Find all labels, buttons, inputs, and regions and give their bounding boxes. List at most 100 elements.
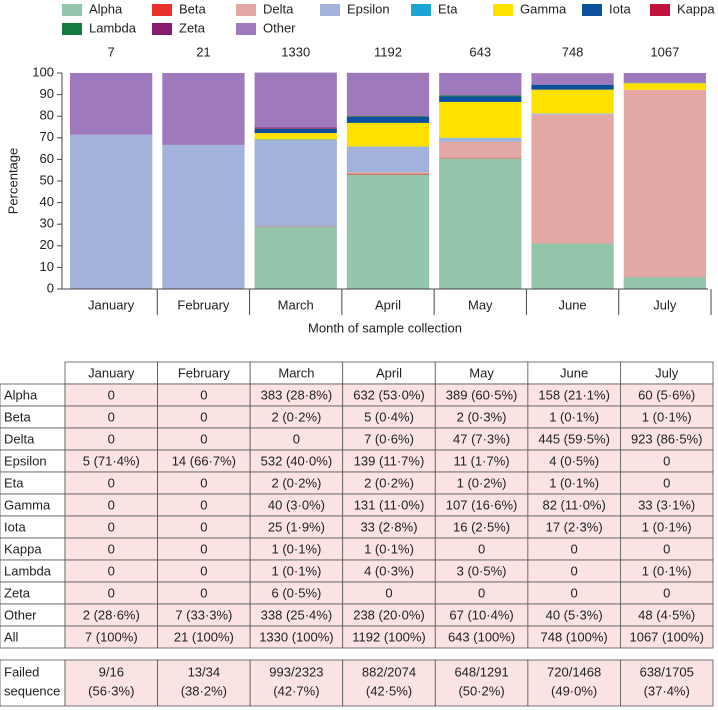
table-cell-text: 1 (0·1%) (271, 563, 321, 578)
failed-label: sequence (4, 683, 60, 698)
bar-segment (346, 116, 430, 123)
bar-total-label: 748 (562, 44, 584, 59)
table-cell-text: 139 (11·7%) (354, 453, 425, 468)
failed-text: 882/2074 (362, 664, 416, 679)
failed-text: (50·2%) (458, 683, 504, 698)
x-tick-label: July (653, 297, 677, 312)
y-tick-label: 80 (40, 108, 54, 123)
table-header: March (278, 365, 314, 380)
failed-cell (527, 659, 621, 707)
table-cell-text: 48 (4·5%) (638, 607, 695, 622)
table-header: June (560, 365, 588, 380)
bar-segment (531, 84, 614, 90)
bar-segment (439, 158, 522, 289)
table-cell-text: 0 (108, 541, 115, 556)
legend-label: Iota (609, 1, 631, 16)
bar-segment (623, 83, 706, 90)
table-cell-text: 33 (3·1%) (638, 497, 695, 512)
table-header: May (469, 365, 494, 380)
failed-text: 993/2323 (269, 664, 323, 679)
table-cell-text: 0 (108, 563, 115, 578)
legend-label: Epsilon (347, 1, 390, 16)
table-cell-text: 0 (478, 585, 485, 600)
legend-swatch (493, 4, 513, 16)
table-cell-text: 16 (2·5%) (453, 519, 510, 534)
table-cell-text: 107 (16·6%) (446, 497, 518, 512)
table-cell-text: 0 (478, 541, 485, 556)
table-cell-text: 47 (7·3%) (453, 431, 510, 446)
failed-text: 638/1705 (640, 664, 694, 679)
table-cell-text: 0 (571, 541, 578, 556)
bar-segment (254, 127, 337, 129)
legend-swatch (236, 4, 256, 16)
table-cell-text: 0 (200, 585, 207, 600)
legend-swatch (650, 4, 670, 16)
legend-swatch (582, 4, 602, 16)
table-cell-text: 1 (0·1%) (549, 475, 599, 490)
table-cell-text: 33 (2·8%) (360, 519, 417, 534)
table-cell-text: 0 (571, 563, 578, 578)
table-cell-text: 0 (663, 453, 670, 468)
x-tick-label: January (88, 297, 135, 312)
y-tick-label: 50 (40, 172, 54, 187)
table-cell-text: 6 (0·5%) (271, 585, 321, 600)
legend-label: Kappa (677, 1, 715, 16)
table-cell-text: 748 (100%) (541, 629, 608, 644)
bar-segment (346, 122, 430, 147)
x-tick-label: April (375, 297, 401, 312)
table-cell-text: 445 (59·5%) (538, 431, 610, 446)
table-cell-text: 0 (108, 497, 115, 512)
table-row-label: Zeta (4, 585, 31, 600)
legend-label: Beta (179, 1, 207, 16)
table-cell-text: 0 (663, 585, 670, 600)
bar-segment (346, 72, 430, 116)
bar-segment (254, 133, 337, 140)
bar-segment (254, 72, 337, 128)
bar-segment (531, 113, 614, 115)
table-cell-text: 1 (0·1%) (364, 541, 414, 556)
failed-cell (620, 659, 714, 707)
y-tick-label: 70 (40, 129, 54, 144)
bar-segment (439, 141, 522, 158)
failed-text: (49·0%) (551, 683, 597, 698)
table-cell-text: 17 (2·3%) (546, 519, 603, 534)
bar-segment (254, 139, 337, 227)
bar-segment (162, 73, 245, 145)
table-header: July (655, 365, 679, 380)
legend-swatch (320, 4, 340, 16)
y-axis-label: Percentage (5, 148, 20, 215)
bar-segment (346, 147, 430, 173)
bar-segment (439, 101, 522, 138)
table-cell-text: 0 (200, 475, 207, 490)
legend-swatch (62, 23, 82, 35)
table-cell-text: 0 (200, 387, 207, 402)
x-tick-label: February (177, 297, 230, 312)
y-tick-label: 30 (40, 216, 54, 231)
table-cell-text: 1 (0·1%) (642, 409, 692, 424)
failed-text: 648/1291 (454, 664, 508, 679)
table-cell-text: 82 (11·0%) (542, 497, 605, 512)
failed-text: (56·3%) (88, 683, 134, 698)
bar-segment (162, 144, 245, 289)
bar-segment (623, 73, 706, 83)
table-row-label: Lambda (4, 563, 52, 578)
legend-swatch (411, 4, 431, 16)
table-row-label: Alpha (4, 387, 38, 402)
table-header: April (376, 365, 402, 380)
x-tick-label: June (558, 297, 586, 312)
table-row-label: All (4, 629, 19, 644)
bar-segment (531, 73, 614, 85)
bar-segment (531, 243, 614, 289)
bar-segment (439, 96, 522, 102)
table-cell-text: 923 (86·5%) (631, 431, 703, 446)
legend-label: Zeta (179, 20, 206, 35)
table-cell-text: 2 (0·2%) (271, 475, 321, 490)
failed-text: 9/16 (99, 664, 124, 679)
table-header: February (178, 365, 231, 380)
table-cell-text: 25 (1·9%) (268, 519, 325, 534)
table-cell-text: 2 (0·2%) (364, 475, 414, 490)
table-cell-text: 0 (108, 409, 115, 424)
bar-total-label: 21 (196, 44, 210, 59)
table-cell-text: 0 (663, 475, 670, 490)
